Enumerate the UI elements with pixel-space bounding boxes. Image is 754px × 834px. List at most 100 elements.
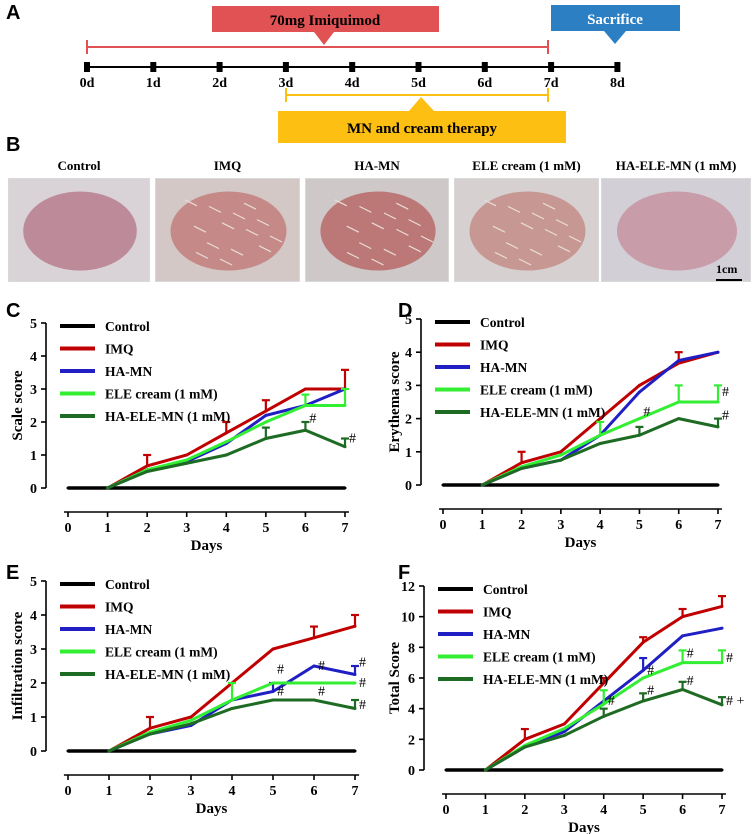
legend-label: IMQ [105, 342, 134, 357]
skin-scale-crack [219, 258, 233, 266]
imiquimod-label: 70mg Imiquimod [270, 13, 381, 29]
skin-scale-crack [221, 222, 235, 230]
skin-scale-crack [383, 212, 397, 220]
x-tick-label: 6 [675, 518, 682, 533]
x-tick-label: 5 [262, 521, 269, 536]
data-point [562, 730, 566, 734]
data-point [185, 453, 189, 457]
data-point [303, 387, 307, 391]
data-point [637, 383, 641, 387]
data-point [264, 413, 268, 417]
imiquimod-arrow [314, 32, 334, 45]
x-tick-label: 4 [600, 803, 607, 818]
data-point [641, 676, 645, 680]
significance-marker: # [359, 698, 366, 713]
timeline-tick [150, 62, 157, 72]
significance-marker: # [726, 651, 733, 666]
x-axis-label: Days [196, 801, 228, 817]
timeline-day-label: 6d [477, 76, 492, 91]
skin-scale-crack [334, 199, 348, 207]
photo-label-ele-cream: ELE cream (1 mM) [472, 158, 581, 173]
skin-scale-crack [505, 242, 519, 250]
x-tick-label: 1 [482, 803, 489, 818]
legend-label: Control [105, 577, 150, 592]
panel-letter-b: B [6, 134, 21, 156]
skin-scale-crack [494, 251, 508, 259]
data-point [230, 749, 234, 753]
significance-marker: # [647, 683, 654, 698]
skin-scale-crack [383, 248, 397, 256]
data-point [185, 486, 189, 490]
x-tick-label: 7 [715, 518, 722, 533]
data-point [562, 727, 566, 731]
data-point [271, 749, 275, 753]
significance-marker: # [277, 662, 284, 677]
data-point [523, 768, 527, 772]
skin-scale-crack [346, 225, 360, 233]
legend-label: IMQ [483, 605, 512, 620]
data-point [312, 681, 316, 685]
legend-label: HA-ELE-MN (1 mM) [480, 405, 605, 420]
significance-marker: # [722, 385, 729, 400]
data-point [602, 768, 606, 772]
x-tick-label: 1 [104, 521, 111, 536]
y-tick-label: 0 [30, 745, 37, 760]
significance-marker: # [643, 405, 650, 420]
x-tick-label: 6 [679, 803, 686, 818]
data-point [598, 442, 602, 445]
x-tick-label: 5 [270, 784, 277, 799]
chart-scale-score: 0 1 2 3 4 5 0 1 2 3 4 5 6 7 Days Scale score # # Control IM… [10, 317, 356, 554]
data-point [224, 453, 228, 457]
timeline-tick [84, 62, 90, 72]
x-tick-label: 2 [521, 803, 528, 818]
x-axis-label: Days [568, 820, 600, 834]
legend-label: HA-MN [480, 360, 527, 375]
skin-scale-crack [531, 212, 545, 220]
skin-scale-crack [408, 219, 421, 227]
timeline-diagram: 70mg Imiquimod Sacrifice 0d 1d 2d 3d 4d 5d 6d 7… [80, 5, 680, 143]
legend-label: Control [483, 582, 528, 597]
y-tick-label: 2 [30, 416, 37, 431]
data-point [444, 768, 448, 772]
data-point [520, 483, 524, 487]
data-point [189, 749, 193, 753]
skin-scale-crack [555, 219, 569, 227]
panel-letter-e: E [6, 562, 20, 584]
significance-marker: # [359, 656, 366, 671]
timeline-day-label: 8d [610, 76, 625, 91]
skin-scale-crack [245, 228, 259, 236]
data-point [637, 417, 641, 421]
skin-scale-crack [208, 205, 222, 213]
legend-label: IMQ [480, 338, 509, 353]
skin-scale-crack [358, 242, 372, 250]
chart-erythema-score: 0 1 2 3 4 5 0 1 2 3 4 5 6 7 Days Erythema score # # # Contr… [387, 313, 729, 551]
x-tick-label: 6 [302, 521, 309, 536]
y-tick-label: 10 [401, 611, 415, 626]
data-point [520, 466, 524, 470]
panel-letter-d: D [398, 300, 413, 322]
sacrifice-box [551, 5, 680, 31]
significance-marker: # [318, 685, 325, 700]
timeline-day-label: 0d [80, 76, 95, 91]
imiquimod-box [212, 6, 439, 32]
skin-scale-crack [557, 245, 571, 253]
y-tick-label: 12 [401, 580, 415, 595]
scale-bar-label: 1cm [716, 262, 738, 276]
timeline-tick [349, 62, 356, 72]
y-tick-label: 4 [30, 350, 37, 365]
legend-label: ELE cream (1 mM) [480, 383, 593, 398]
x-tick-label: 0 [65, 521, 72, 536]
y-tick-label: 8 [408, 641, 415, 656]
scale-bar [716, 279, 742, 281]
data-point [559, 453, 563, 457]
y-tick-label: 1 [30, 449, 37, 464]
data-point [343, 486, 347, 490]
skin-lesion [170, 191, 287, 271]
y-tick-label: 3 [30, 643, 37, 658]
legend-label: HA-ELE-MN (1 mM) [483, 672, 608, 687]
data-point [598, 483, 602, 487]
data-point [559, 450, 563, 454]
panel-letter-c: C [6, 300, 21, 322]
data-point [720, 626, 724, 630]
